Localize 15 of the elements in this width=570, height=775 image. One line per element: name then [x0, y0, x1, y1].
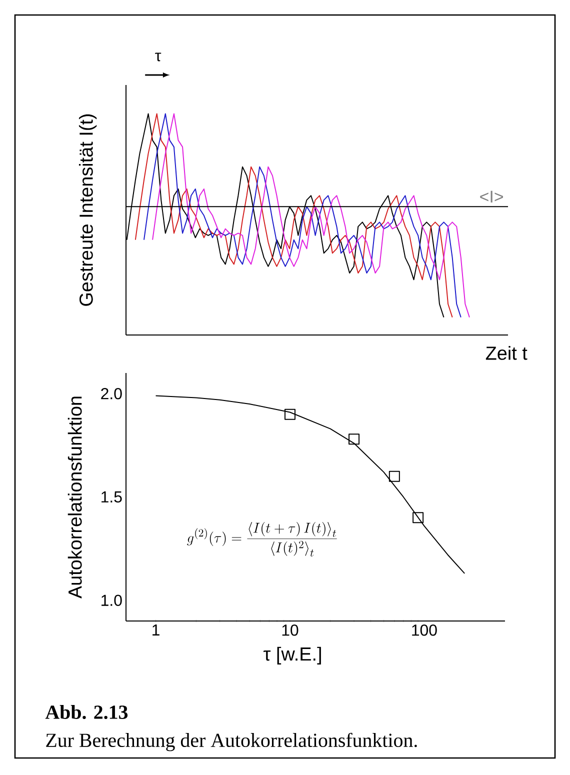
y-tick-label: 2.0 [101, 388, 122, 400]
x-tick-label: 10 [282, 624, 298, 636]
x-tick-label: 1 [152, 624, 160, 636]
y-tick-label: 1.5 [102, 491, 122, 503]
ref-line-label: <I> [480, 190, 503, 202]
caption: Abb. 2.13 [45, 704, 128, 720]
y-axis-title: Autokorrelationsfunktion [68, 396, 82, 599]
text: Zur Berechnung der Autokorrelationsfunktion. [46, 732, 417, 752]
text: τ [155, 52, 162, 62]
x-axis-title: τ [w.E.] [264, 646, 321, 664]
x-tick-label: 100 [412, 624, 437, 636]
y-axis-title: Gestreute Intensität I(t) [78, 114, 97, 306]
annotation: $g^{(2)}(\tau)=\frac{\left\langle I(t+\tau)\,I(t)\right\rangle_t}{\left\langle I(t)^2\right\rangle_t}$ [187, 522, 337, 556]
y-tick-label: 1.0 [102, 594, 122, 606]
x-axis-title: Zeit t [486, 346, 528, 360]
